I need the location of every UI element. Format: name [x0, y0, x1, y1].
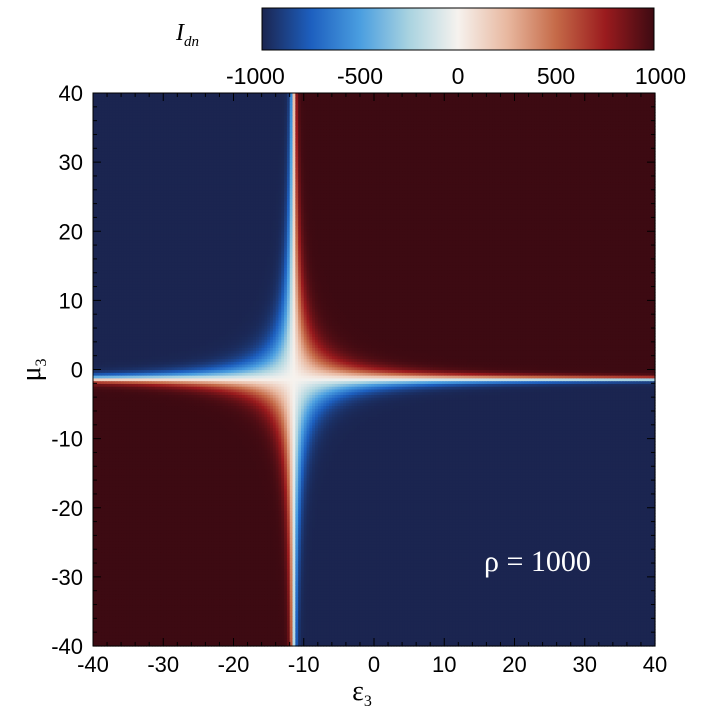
colorbar-tick-label: 1000 [635, 63, 686, 89]
colorbar-tick-label: 500 [537, 63, 575, 89]
plot-area: -40 -30 -20 -10 0 10 20 30 40 -40-30-20-10010203… [51, 81, 667, 677]
colorbar-tick-label: -500 [337, 63, 383, 89]
colorbar: Idn -1000 -500 0 500 1000 [175, 8, 686, 89]
colorbar-gradient [262, 8, 654, 50]
colorbar-label-sub: dn [184, 34, 199, 50]
colorbar-ticks: -1000 -500 0 500 1000 [226, 63, 686, 89]
colorbar-tick-label: -1000 [226, 63, 285, 89]
colorbar-tick-label: 0 [452, 63, 465, 89]
colorbar-label: Idn [175, 20, 199, 50]
